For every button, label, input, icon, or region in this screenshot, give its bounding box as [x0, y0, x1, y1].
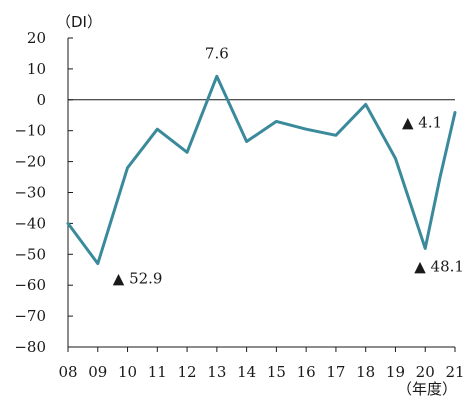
x-tick-label: 11 — [148, 363, 167, 381]
x-tick-label: 08 — [58, 363, 77, 381]
y-tick-label: −20 — [14, 153, 46, 171]
x-tick-label: 20 — [416, 363, 435, 381]
y-tick-label: −40 — [14, 214, 46, 232]
y-tick-label: 10 — [27, 60, 46, 78]
y-tick-label: −60 — [14, 276, 46, 294]
x-axis-label: （年度） — [397, 380, 457, 398]
x-tick-label: 12 — [178, 363, 197, 381]
x-tick-label: 18 — [356, 363, 375, 381]
axes — [67, 38, 455, 348]
x-tick-label: 13 — [207, 363, 226, 381]
y-axis-label: （DI） — [56, 13, 102, 31]
x-tick-label: 09 — [88, 363, 107, 381]
data-label: ▲ 52.9 — [113, 270, 163, 288]
y-tick-label: −10 — [14, 122, 46, 140]
y-tick-label: 0 — [36, 91, 46, 109]
y-tick-label: −70 — [14, 307, 46, 325]
x-tick-label: 14 — [237, 363, 256, 381]
data-label: 7.6 — [205, 44, 229, 62]
series-line — [66, 74, 457, 266]
annotations: 7.6 ▲ 52.9 ▲ 4.1 ▲ 48.1 — [113, 44, 464, 287]
data-label: ▲ 48.1 — [414, 257, 464, 275]
y-tick-label: −30 — [14, 184, 46, 202]
y-tick-label: −80 — [14, 338, 46, 356]
x-tick-label: 10 — [118, 363, 137, 381]
x-tick-label: 17 — [326, 363, 345, 381]
x-tick-label: 19 — [386, 363, 405, 381]
y-tick-label: −50 — [14, 245, 46, 263]
data-label: ▲ 4.1 — [402, 113, 442, 131]
y-ticks: 20 10 0 −10 −20 −30 −40 −50 −60 −70 −80 — [14, 29, 73, 356]
x-tick-label: 21 — [445, 363, 464, 381]
x-tick-label: 15 — [267, 363, 286, 381]
x-ticks: 08 09 10 11 12 13 14 15 16 17 18 19 20 21 — [58, 347, 465, 381]
y-tick-label: 20 — [27, 29, 46, 47]
x-tick-label: 16 — [297, 363, 316, 381]
